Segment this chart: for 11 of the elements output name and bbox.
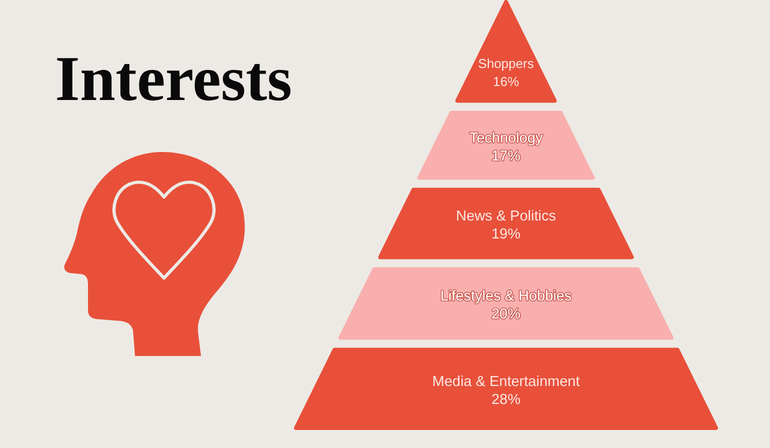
data-label: 20% <box>491 306 521 322</box>
category-label: Lifestyles & Hobbies <box>440 288 572 304</box>
data-label: 16% <box>492 74 520 90</box>
category-label: Media & Entertainment <box>432 374 580 390</box>
data-label: 28% <box>491 392 521 408</box>
category-label: News & Politics <box>456 208 556 224</box>
category-label: Technology <box>469 130 544 146</box>
data-label: 17% <box>491 148 521 164</box>
text: Interests <box>55 43 292 114</box>
category-label: Shoppers <box>478 56 534 72</box>
data-label: 19% <box>491 226 521 242</box>
